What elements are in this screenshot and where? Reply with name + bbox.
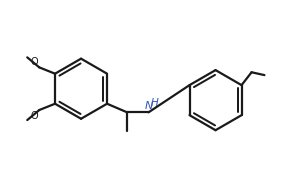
Text: O: O bbox=[30, 57, 38, 67]
Text: O: O bbox=[30, 111, 38, 121]
Text: H: H bbox=[151, 98, 159, 108]
Text: N: N bbox=[144, 101, 153, 111]
